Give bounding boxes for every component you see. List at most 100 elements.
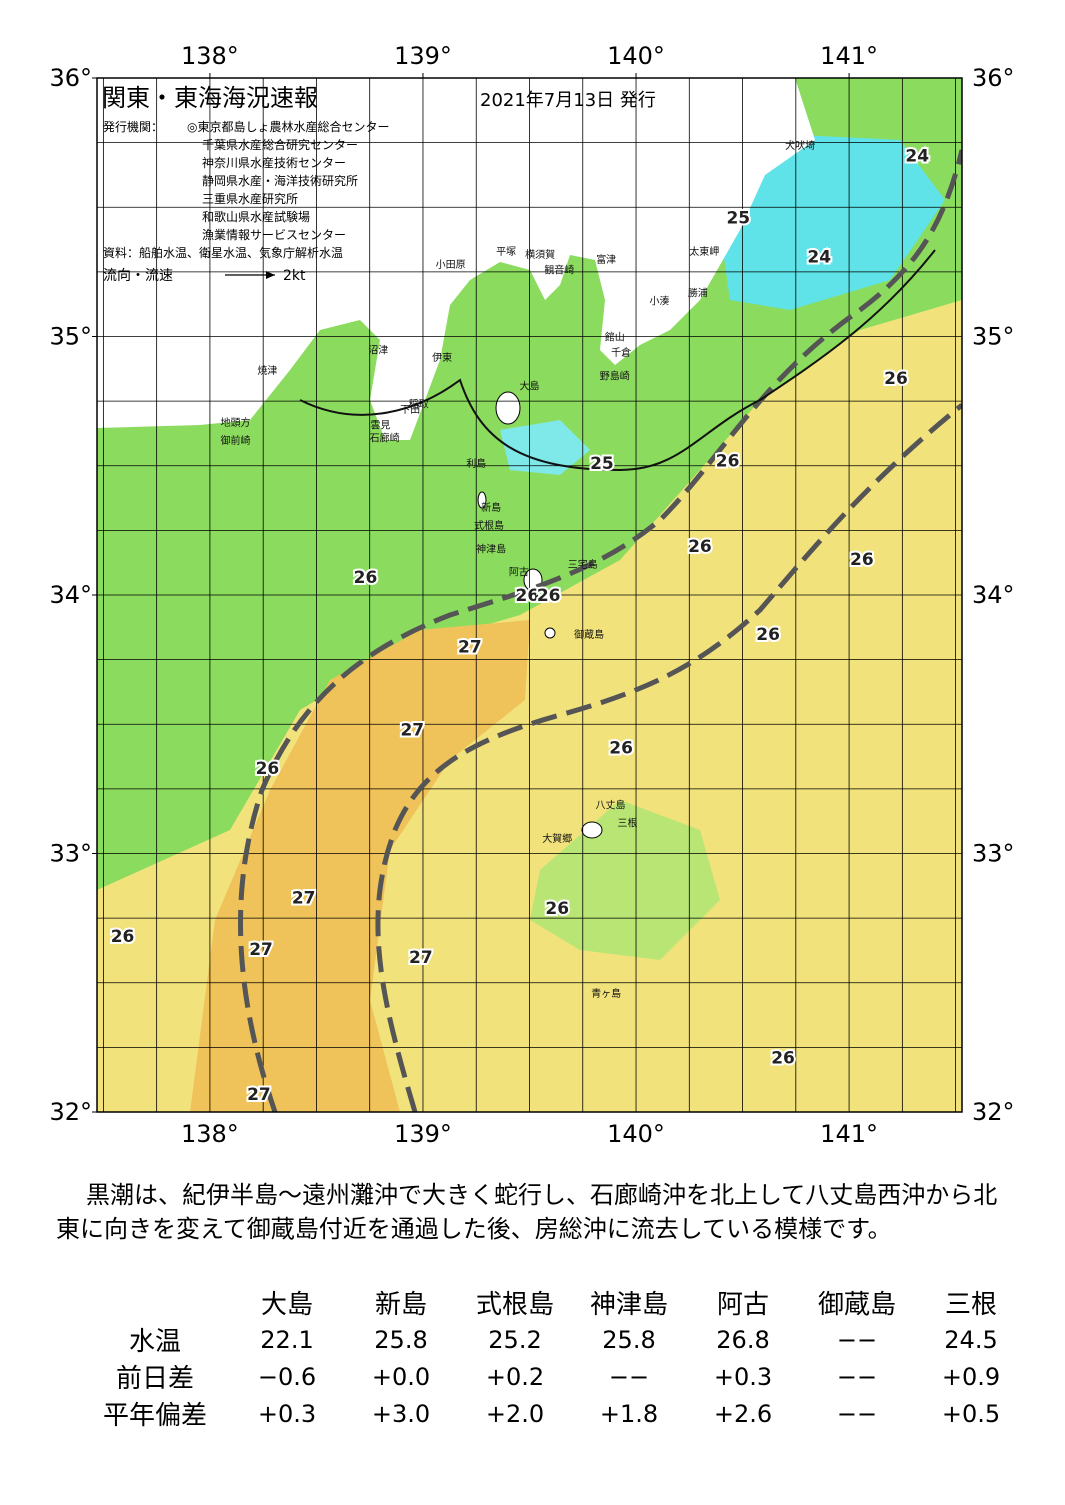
place-label: 沼津 <box>368 343 388 356</box>
lon-label: 141° <box>820 1120 878 1148</box>
cell: 26.8 <box>716 1325 770 1354</box>
cell: +0.5 <box>941 1399 1001 1428</box>
sea-orange <box>190 620 530 1112</box>
place-label: 御蔵島 <box>574 628 604 641</box>
lat-label: 33° <box>972 840 1015 868</box>
place-label: 式根島 <box>474 519 504 532</box>
place-label: 阿古 <box>509 566 529 579</box>
place-label: 焼津 <box>257 365 277 377</box>
cell: +2.6 <box>713 1399 773 1428</box>
place-label: 神津島 <box>476 542 506 555</box>
temperature-label: 26 <box>256 759 280 779</box>
place-label: 平塚 <box>496 246 516 258</box>
island <box>581 821 603 839</box>
cell: +0.2 <box>485 1362 545 1391</box>
temperature-label: 27 <box>249 940 273 960</box>
land <box>97 78 815 440</box>
flow-scale: 2kt <box>283 268 306 284</box>
map: 関東・東海海況速報 2021年7月13日 発行 発行機関： ◎東京都島しょ農林水… <box>49 42 1015 1148</box>
table-row: 平年偏差 +0.3 +3.0 +2.0 +1.8 +2.6 −− +0.5 <box>80 1395 1028 1432</box>
station-table: 大島 新島 式根島 神津島 阿古 御蔵島 三根 水温 22.1 25.8 25.2 25.8 26.8 −… <box>80 1284 1028 1432</box>
flow-scale-arrowhead <box>266 271 275 279</box>
lon-label: 140° <box>607 1120 665 1148</box>
cell: +1.8 <box>599 1399 659 1428</box>
temperature-label: 26 <box>688 537 712 557</box>
place-label: 利島 <box>466 457 486 470</box>
place-label: 御前崎 <box>220 434 250 447</box>
place-label: 横須賀 <box>525 248 555 261</box>
issue-date: 2021年7月13日 発行 <box>480 90 656 111</box>
issuer: 神奈川県水産技術センター <box>202 155 346 170</box>
cell: −− <box>836 1325 878 1354</box>
place-label: 八丈島 <box>595 798 625 811</box>
table-row: 水温 22.1 25.8 25.2 25.8 26.8 −− 24.5 <box>80 1321 1028 1358</box>
place-label: 新島 <box>481 501 501 514</box>
place-label: 三宅島 <box>568 558 598 571</box>
lat-label: 35° <box>972 323 1015 351</box>
place-label: 石廊崎 <box>370 431 400 444</box>
lat-label: 32° <box>49 1098 92 1126</box>
corner-cell <box>80 1284 230 1321</box>
temperature-label: 26 <box>537 586 561 606</box>
cell: +0.3 <box>257 1399 317 1428</box>
kuroshio-path <box>375 403 962 1112</box>
island <box>495 391 521 425</box>
temperature-label: 26 <box>756 625 780 645</box>
column-header: 御蔵島 <box>817 1290 896 1320</box>
place-label: 犬吠埼 <box>785 139 815 152</box>
column-header: 阿古 <box>716 1290 769 1320</box>
grid <box>97 78 962 1112</box>
table-row: 前日差 −0.6 +0.0 +0.2 −− +0.3 −− +0.9 <box>80 1358 1028 1395</box>
place-label: 富津 <box>596 253 616 266</box>
place-label: 大賀郷 <box>542 832 572 845</box>
place-label: 青ヶ島 <box>591 987 621 1000</box>
cell: +0.9 <box>941 1362 1001 1391</box>
lat-label: 33° <box>49 840 92 868</box>
island <box>544 627 556 639</box>
column-header: 三根 <box>944 1290 997 1320</box>
cell: 25.8 <box>602 1325 656 1354</box>
temperature-label: 26 <box>884 369 908 389</box>
lat-label: 34° <box>49 581 92 609</box>
temperature-label: 27 <box>409 948 433 968</box>
place-label: 下田 <box>400 405 420 416</box>
lat-label: 35° <box>49 323 92 351</box>
sea-surface <box>97 78 962 1112</box>
column-header: 神津島 <box>589 1290 668 1320</box>
issuer: 和歌山県水産試験場 <box>202 209 310 224</box>
place-label: 三根 <box>618 816 638 829</box>
place-label: 稲取 <box>409 399 429 411</box>
cell: −− <box>608 1362 650 1391</box>
place-label: 大島 <box>520 380 540 393</box>
sources: 資料：船舶水温、衛星水温、気象庁解析水温 <box>103 245 343 260</box>
temperature-label: 26 <box>545 899 569 919</box>
temperature-label: 27 <box>292 888 316 908</box>
temperature-label: 24 <box>905 147 929 167</box>
row-label: 前日差 <box>115 1364 194 1394</box>
cell: −− <box>836 1362 878 1391</box>
lon-label: 138° <box>181 42 239 70</box>
header-row: 大島 新島 式根島 神津島 阿古 御蔵島 三根 <box>80 1284 1028 1321</box>
temperature-label: 25 <box>726 209 750 229</box>
place-label: 太東岬 <box>689 245 719 258</box>
cell: +3.0 <box>371 1399 431 1428</box>
island <box>477 491 487 509</box>
cell: −0.6 <box>257 1362 317 1391</box>
place-label: 千倉 <box>611 346 631 359</box>
lon-label: 139° <box>394 1120 452 1148</box>
temperature-label: 26 <box>850 550 874 570</box>
cell: +0.0 <box>371 1362 431 1391</box>
flow-label: 流向・流速 <box>103 268 173 284</box>
lon-label: 140° <box>607 42 665 70</box>
place-label: 野島崎 <box>600 369 630 382</box>
temperature-label: 25 <box>590 454 614 474</box>
issuer: 漁業情報サービスセンター <box>202 228 346 242</box>
issuer: ◎東京都島しょ農林水産総合センター <box>187 119 389 134</box>
column-header: 大島 <box>260 1290 313 1320</box>
place-label: 観音崎 <box>544 263 574 276</box>
lon-label: 141° <box>820 42 878 70</box>
sea-cyan-small <box>500 420 590 475</box>
issuers: ◎東京都島しょ農林水産総合センター千葉県水産総合研究センター神奈川県水産技術セン… <box>187 119 389 242</box>
column-header: 式根島 <box>475 1290 554 1320</box>
place-label: 館山 <box>605 331 625 344</box>
